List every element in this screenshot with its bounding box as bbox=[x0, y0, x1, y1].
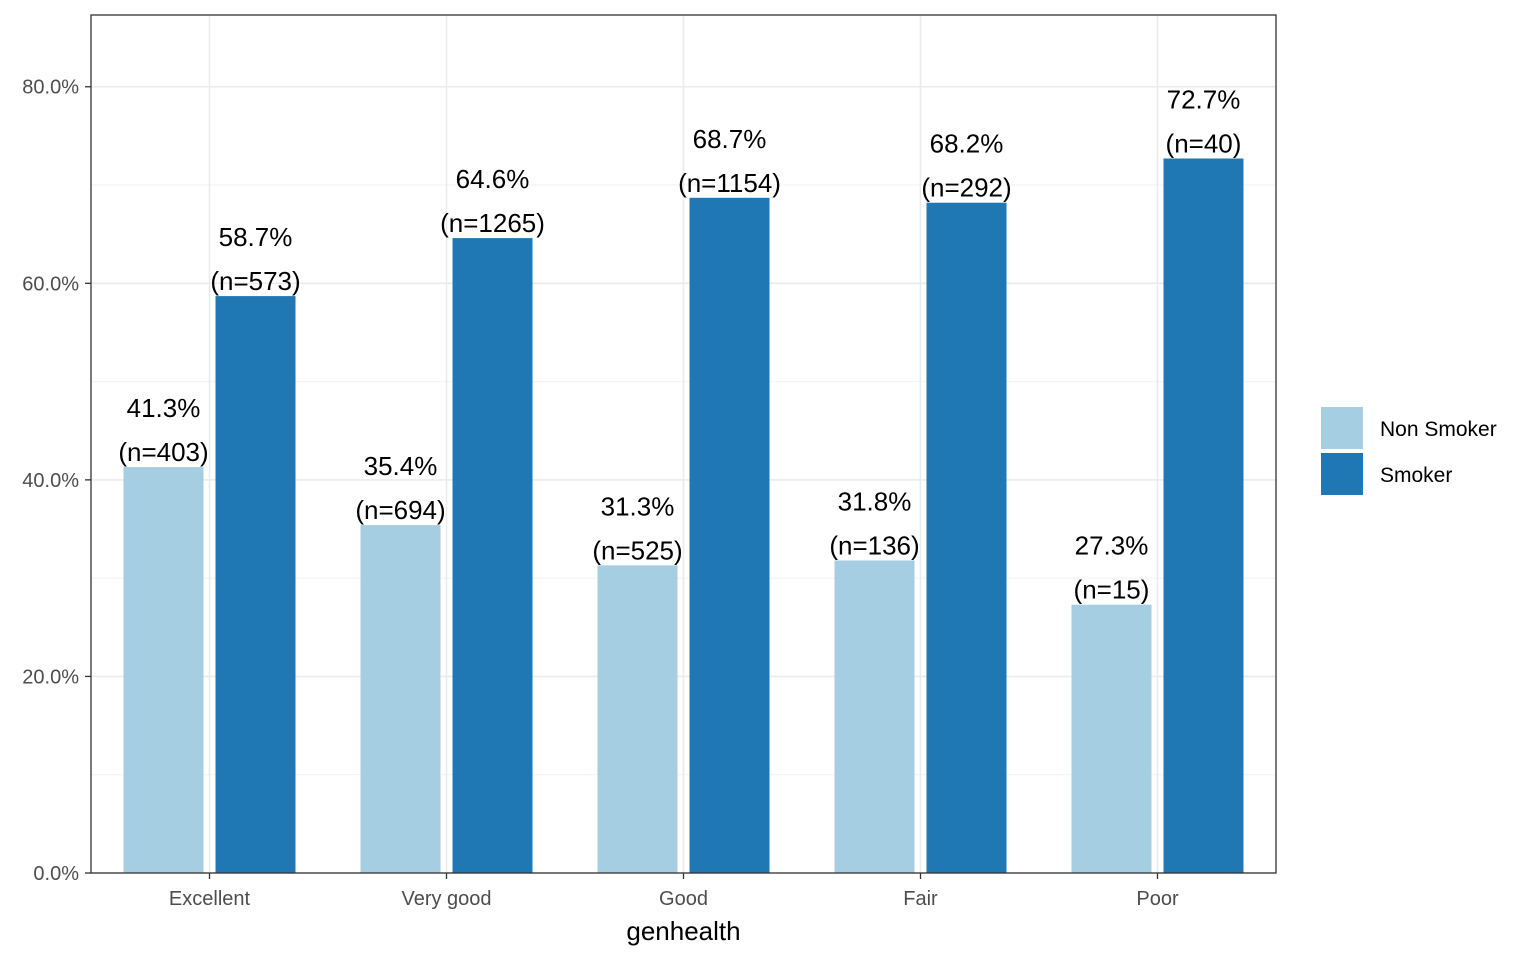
legend-key bbox=[1321, 453, 1363, 495]
bar-percent-label: 72.7% bbox=[1167, 84, 1241, 114]
bar bbox=[1163, 158, 1244, 874]
bar bbox=[926, 202, 1007, 874]
y-tick-label: 80.0% bbox=[22, 77, 79, 99]
bar-percent-label: 35.4% bbox=[364, 451, 438, 481]
bar bbox=[689, 197, 770, 873]
bar bbox=[123, 467, 204, 873]
bar-count-label: (n=525) bbox=[592, 535, 682, 565]
bars bbox=[123, 158, 1244, 874]
bar-percent-label: 31.8% bbox=[838, 486, 912, 516]
bar bbox=[834, 560, 915, 873]
bar-count-label: (n=403) bbox=[118, 437, 208, 467]
bar-labels: 41.3% (n=403) 35.4% (n=694) 31.3% (n=525) 31.8… bbox=[118, 84, 1241, 604]
y-tick-label: 0.0% bbox=[33, 863, 79, 885]
x-tick-label: Very good bbox=[401, 888, 491, 910]
x-axis-title: genhealth bbox=[626, 916, 740, 946]
y-axis: 0.0% 20.0% 40.0% 60.0% 80.0% bbox=[22, 77, 91, 885]
bar-percent-label: 58.7% bbox=[219, 222, 293, 252]
x-tick-label: Fair bbox=[903, 888, 938, 910]
x-tick-label: Good bbox=[659, 888, 708, 910]
x-axis: Excellent Very good Good Fair Poor bbox=[169, 873, 1179, 910]
bar-percent-label: 64.6% bbox=[456, 164, 530, 194]
bar-count-label: (n=292) bbox=[921, 173, 1011, 203]
bar-percent-label: 68.2% bbox=[930, 129, 1004, 159]
bar-count-label: (n=573) bbox=[210, 266, 300, 296]
legend: Non Smoker Smoker bbox=[1321, 407, 1497, 495]
y-tick-label: 40.0% bbox=[22, 470, 79, 492]
bar-percent-label: 41.3% bbox=[127, 393, 201, 423]
bar bbox=[215, 296, 296, 873]
y-tick-label: 60.0% bbox=[22, 273, 79, 295]
bar bbox=[452, 238, 533, 873]
legend-label: Non Smoker bbox=[1380, 418, 1497, 441]
bar-count-label: (n=1154) bbox=[678, 168, 781, 198]
y-tick-label: 20.0% bbox=[22, 666, 79, 688]
x-tick-label: Poor bbox=[1136, 888, 1179, 910]
bar bbox=[597, 565, 678, 873]
bar-count-label: (n=136) bbox=[829, 530, 919, 560]
x-tick-label: Excellent bbox=[169, 888, 251, 910]
bar bbox=[360, 525, 441, 873]
bar-count-label: (n=1265) bbox=[440, 208, 545, 238]
bar bbox=[1071, 604, 1152, 873]
legend-label: Smoker bbox=[1380, 464, 1452, 487]
bar-count-label: (n=40) bbox=[1166, 128, 1242, 158]
bar-count-label: (n=15) bbox=[1074, 575, 1150, 605]
legend-key bbox=[1321, 407, 1363, 449]
bar-count-label: (n=694) bbox=[355, 495, 445, 525]
bar-percent-label: 68.7% bbox=[693, 124, 767, 154]
bar-percent-label: 31.3% bbox=[601, 491, 675, 521]
bar-percent-label: 27.3% bbox=[1075, 531, 1149, 561]
